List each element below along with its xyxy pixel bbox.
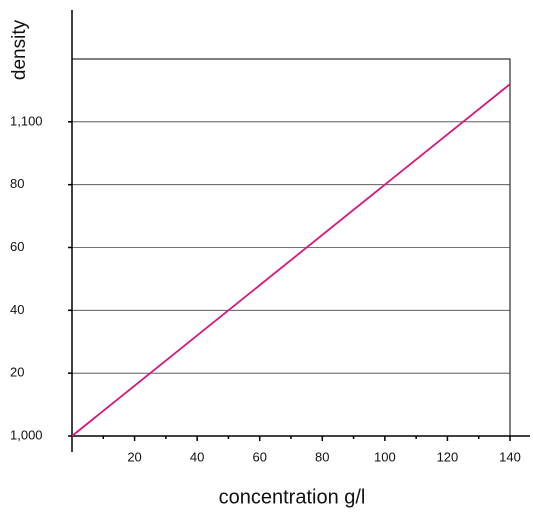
x-tick-label: 60 xyxy=(252,449,266,464)
y-tick-label: 1,100 xyxy=(10,113,43,128)
y-tick-label: 60 xyxy=(10,239,24,254)
y-tick-label: 1,000 xyxy=(10,427,43,442)
x-tick-label: 120 xyxy=(437,449,459,464)
x-tick-label: 80 xyxy=(315,449,329,464)
x-tick-label: 100 xyxy=(374,449,396,464)
x-axis-label: concentration g/l xyxy=(219,486,366,508)
data-line xyxy=(71,83,511,437)
y-tick-label: 80 xyxy=(10,176,24,191)
y-tick-label: 20 xyxy=(10,365,24,380)
x-tick-label: 40 xyxy=(190,449,204,464)
y-tick-label: 40 xyxy=(10,302,24,317)
y-axis-label: density xyxy=(9,19,30,80)
x-tick-label: 20 xyxy=(127,449,141,464)
x-tick-label: 140 xyxy=(499,449,521,464)
